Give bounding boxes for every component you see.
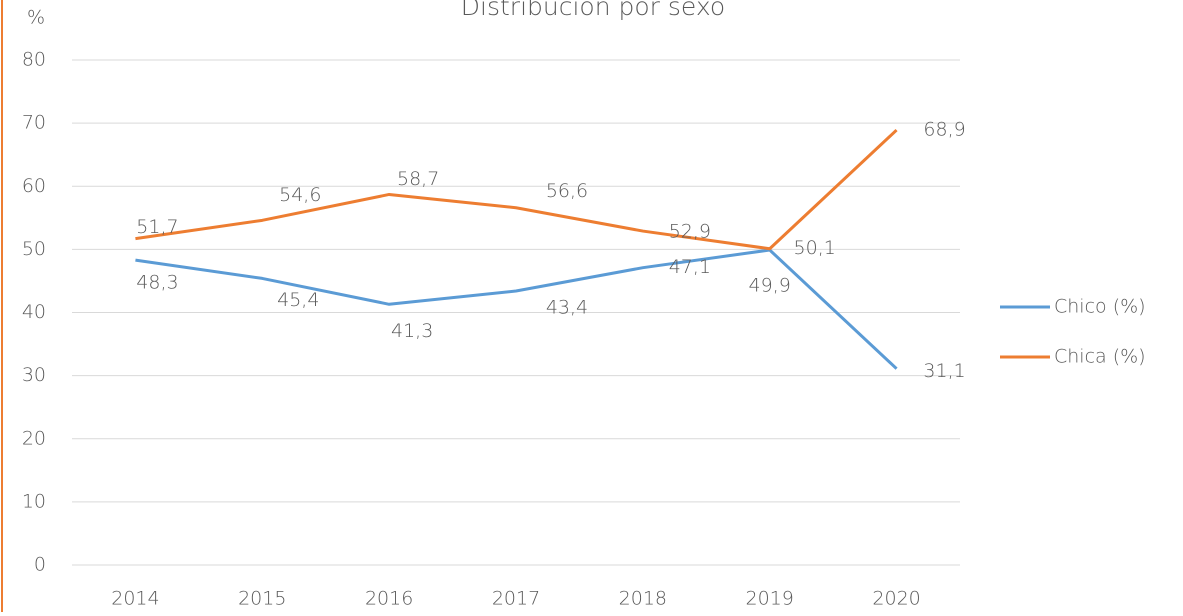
y-tick-label: 40 xyxy=(22,301,46,323)
legend-label: Chico (%) xyxy=(1054,296,1146,318)
data-label: 43,4 xyxy=(546,297,588,319)
y-tick-label: 60 xyxy=(22,175,46,197)
x-tick-label: 2018 xyxy=(619,588,667,610)
x-tick-label: 2015 xyxy=(238,588,286,610)
y-tick-label: 20 xyxy=(22,427,46,449)
y-tick-label: 70 xyxy=(22,112,46,134)
y-tick-label: 80 xyxy=(22,49,46,71)
data-label: 49,9 xyxy=(749,275,791,297)
data-label: 52,9 xyxy=(669,221,711,243)
y-axis-label: % xyxy=(27,7,45,29)
data-label: 41,3 xyxy=(391,320,433,342)
data-label: 56,6 xyxy=(546,180,588,202)
x-tick-label: 2020 xyxy=(872,588,920,610)
data-label: 51,7 xyxy=(136,216,178,238)
data-label: 50,1 xyxy=(794,237,836,259)
data-label: 47,1 xyxy=(669,256,711,278)
data-label: 58,7 xyxy=(397,168,439,190)
y-tick-label: 10 xyxy=(22,490,46,512)
x-tick-label: 2014 xyxy=(111,588,159,610)
x-tick-label: 2017 xyxy=(492,588,540,610)
y-tick-label: 0 xyxy=(34,554,46,576)
data-label: 45,4 xyxy=(277,289,319,311)
data-label: 48,3 xyxy=(136,272,178,294)
y-tick-label: 50 xyxy=(22,238,46,260)
legend-label: Chica (%) xyxy=(1054,346,1146,368)
line-series xyxy=(135,128,898,251)
x-tick-label: 2019 xyxy=(746,588,794,610)
data-label: 54,6 xyxy=(279,184,321,206)
line-series xyxy=(135,248,898,370)
data-label: 68,9 xyxy=(923,119,965,141)
chart-title: Distribución por sexo xyxy=(461,0,725,21)
x-tick-label: 2016 xyxy=(365,588,413,610)
y-tick-label: 30 xyxy=(22,364,46,386)
data-label: 31,1 xyxy=(923,360,965,382)
